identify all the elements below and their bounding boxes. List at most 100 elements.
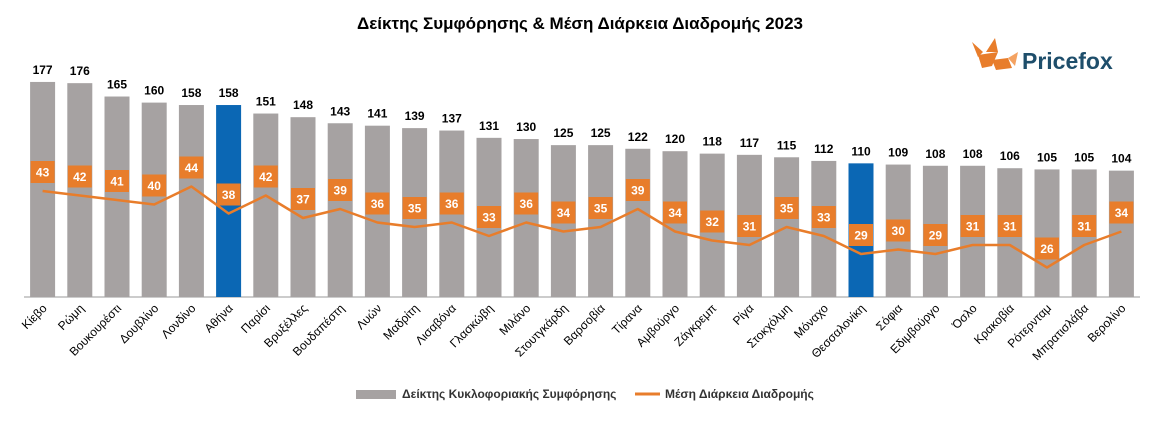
line-value-label: 31 bbox=[1003, 220, 1017, 234]
line-value-box bbox=[1035, 237, 1059, 260]
category-label: Λυών bbox=[353, 301, 384, 332]
category-label: Βαρσοβία bbox=[561, 301, 608, 348]
bar-value-label: 141 bbox=[367, 107, 387, 121]
line-value-box bbox=[179, 156, 204, 179]
line-value-label: 35 bbox=[594, 202, 608, 216]
line-value-box bbox=[1072, 215, 1097, 237]
line-value-box bbox=[477, 206, 501, 228]
bar bbox=[588, 145, 614, 297]
line-value-box bbox=[849, 224, 873, 246]
line-value-label: 34 bbox=[557, 206, 571, 220]
line-value-label: 34 bbox=[1115, 206, 1129, 220]
bar bbox=[811, 160, 837, 297]
line-value-box bbox=[997, 215, 1022, 237]
category-label: Ρώμη bbox=[55, 301, 87, 333]
line-value-box bbox=[700, 210, 725, 233]
line-value-box bbox=[142, 174, 167, 197]
legend-label-line: Μέση Διάρκεια Διαδρομής bbox=[665, 387, 814, 401]
category-label: Σόφια bbox=[873, 301, 905, 333]
line-value-box bbox=[886, 219, 911, 242]
line-value-box bbox=[1109, 201, 1134, 224]
line-value-label: 37 bbox=[296, 193, 310, 207]
line-value-box bbox=[216, 183, 241, 206]
line-value-label: 35 bbox=[408, 202, 422, 216]
bar-value-label: 115 bbox=[777, 138, 797, 152]
line-value-box bbox=[402, 197, 427, 219]
bar-value-label: 108 bbox=[963, 147, 983, 161]
bar-value-label: 158 bbox=[219, 86, 239, 100]
line-value-label: 40 bbox=[148, 179, 162, 193]
bar-value-label: 143 bbox=[330, 104, 350, 118]
fox-icon bbox=[972, 38, 1018, 70]
bar-value-label: 120 bbox=[665, 132, 685, 146]
line-value-label: 38 bbox=[222, 188, 236, 202]
line-value-box bbox=[253, 165, 278, 188]
line-value-box bbox=[960, 215, 985, 237]
bar-value-label: 105 bbox=[1037, 150, 1057, 164]
category-label: Βερολίνο bbox=[1085, 301, 1129, 345]
line-value-label: 39 bbox=[334, 184, 348, 198]
line-value-label: 33 bbox=[482, 211, 496, 225]
bar-value-label: 122 bbox=[628, 130, 648, 144]
line-value-box bbox=[625, 179, 650, 201]
line-value-label: 43 bbox=[36, 166, 50, 180]
series-line bbox=[42, 185, 1122, 269]
line-value-box bbox=[663, 201, 687, 224]
bar-value-label: 137 bbox=[442, 112, 462, 126]
line-value-label: 36 bbox=[445, 197, 459, 211]
bar bbox=[178, 105, 204, 297]
category-label: Κίεβο bbox=[19, 301, 50, 332]
bar bbox=[67, 83, 93, 297]
line-value-box bbox=[328, 179, 353, 201]
line-value-label: 30 bbox=[892, 224, 906, 238]
category-label: Δουβλίνο bbox=[116, 301, 161, 346]
bar bbox=[30, 81, 56, 297]
bar-value-label: 177 bbox=[33, 63, 53, 77]
bar-value-label: 108 bbox=[925, 147, 945, 161]
line-value-label: 26 bbox=[1040, 242, 1054, 256]
bar-value-label: 105 bbox=[1074, 150, 1094, 164]
line-value-label: 31 bbox=[966, 220, 980, 234]
bar-value-label: 160 bbox=[144, 84, 164, 98]
line-value-label: 31 bbox=[743, 220, 757, 234]
brand-logo: Pricefox bbox=[972, 38, 1113, 74]
line-value-box bbox=[923, 224, 948, 246]
line-value-box bbox=[811, 206, 836, 228]
line-value-label: 34 bbox=[668, 206, 682, 220]
bar-value-label: 151 bbox=[256, 95, 276, 109]
line-value-label: 36 bbox=[371, 197, 385, 211]
line-value-box bbox=[588, 197, 613, 219]
line-value-label: 42 bbox=[259, 170, 273, 184]
line-value-label: 29 bbox=[929, 229, 943, 243]
line-value-label: 33 bbox=[817, 211, 831, 225]
line-value-box bbox=[30, 161, 55, 183]
line-value-label: 31 bbox=[1078, 220, 1092, 234]
bar-value-label: 165 bbox=[107, 78, 127, 92]
line-value-label: 36 bbox=[520, 197, 534, 211]
bar-value-label: 131 bbox=[479, 119, 499, 133]
bar-value-label: 106 bbox=[1000, 149, 1020, 163]
line-value-label: 39 bbox=[631, 184, 645, 198]
line-value-label: 32 bbox=[706, 215, 720, 229]
line-value-label: 42 bbox=[73, 170, 87, 184]
line-value-label: 44 bbox=[185, 161, 199, 175]
line-value-box bbox=[737, 215, 762, 237]
bar-value-label: 117 bbox=[740, 136, 760, 150]
bar-value-label: 176 bbox=[70, 64, 90, 78]
bar-value-label: 109 bbox=[888, 146, 908, 160]
line-value-box bbox=[67, 165, 92, 188]
bar-value-label: 104 bbox=[1111, 152, 1131, 166]
bar-value-label: 110 bbox=[851, 144, 871, 158]
category-label: Παρίσι bbox=[238, 301, 273, 336]
line-value-label: 35 bbox=[780, 202, 794, 216]
bar-value-label: 139 bbox=[405, 109, 425, 123]
category-label: Λονδίνο bbox=[158, 301, 198, 341]
legend-label-bar: Δείκτης Κυκλοφοριακής Συμφόρησης bbox=[402, 387, 616, 401]
line-value-box bbox=[439, 192, 464, 215]
legend: Δείκτης Κυκλοφοριακής Συμφόρησης Μέση Δι… bbox=[356, 387, 814, 401]
bar bbox=[625, 148, 651, 297]
brand-name: Pricefox bbox=[1022, 48, 1113, 74]
bar-value-label: 112 bbox=[814, 142, 834, 156]
bar-value-label: 148 bbox=[293, 98, 313, 112]
